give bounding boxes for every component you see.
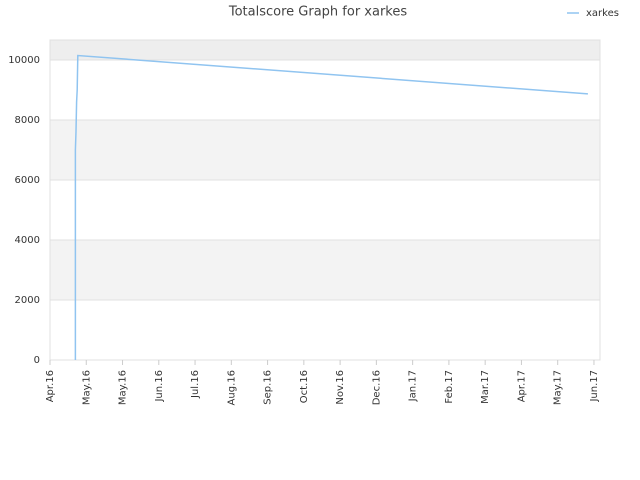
x-tick-label: Dec.16: [371, 370, 382, 405]
series-line: [74, 54, 588, 360]
plot-band: [50, 60, 600, 121]
x-tick-label: Jun.16: [154, 370, 165, 403]
y-tick-label: 10000: [8, 55, 40, 66]
plot-band: [50, 40, 600, 61]
chart-title: Totalscore Graph for xarkes: [228, 5, 408, 20]
legend-label: xarkes: [586, 8, 619, 19]
y-tick-label: 4000: [15, 235, 40, 246]
x-tick-label: Jan.17: [408, 370, 419, 402]
x-tick-label: Apr.17: [516, 370, 527, 402]
x-tick-label: Jul.16: [190, 370, 201, 399]
plot-border: [49, 39, 601, 361]
x-tick-label: Aug.16: [226, 370, 237, 405]
x-tick-label: Feb.17: [444, 370, 455, 404]
y-tick-label: 2000: [15, 295, 40, 306]
plot-band: [50, 180, 600, 241]
y-tick-label: 6000: [15, 175, 40, 186]
plot-band: [50, 300, 600, 360]
x-tick-label: May.17: [553, 370, 564, 405]
plot-band: [50, 240, 600, 301]
x-tick-label: Mar.17: [480, 370, 491, 404]
x-tick-label: Apr.16: [45, 370, 56, 402]
x-tick-label: Nov.16: [335, 370, 346, 405]
x-tick-label: May.16: [81, 370, 92, 405]
y-tick-label: 0: [34, 355, 40, 366]
plot-band: [50, 120, 600, 181]
x-tick-label: Sep.16: [263, 370, 274, 405]
x-tick-label: Oct.16: [299, 370, 310, 403]
x-tick-label: May.16: [118, 370, 129, 405]
x-tick-label: Jun.17: [589, 370, 600, 403]
y-tick-label: 8000: [15, 115, 40, 126]
